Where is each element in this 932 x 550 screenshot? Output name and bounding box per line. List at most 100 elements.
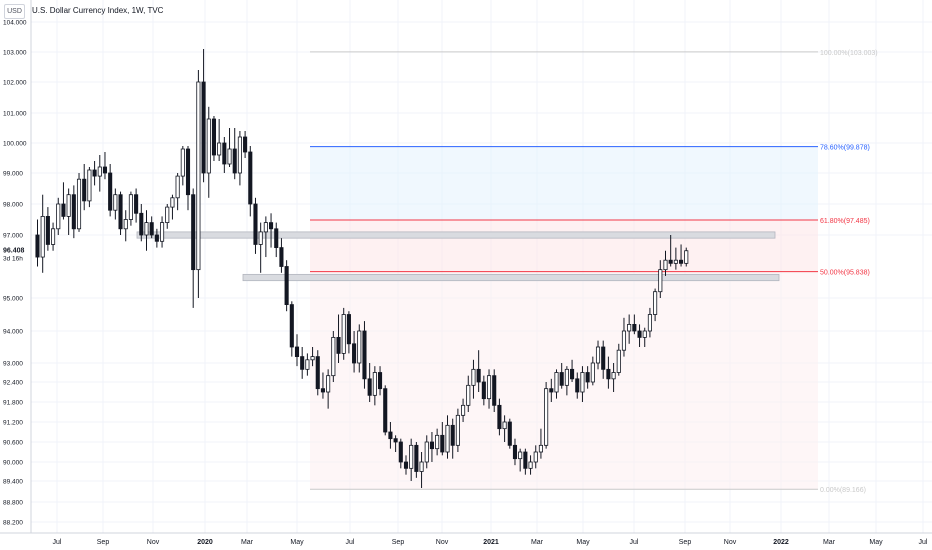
fib-label: 50.00%(95.838) [820,270,870,277]
candle-up [461,404,466,416]
candle-up [627,323,632,332]
candle-up [538,444,543,453]
x-tick-label: Jul [53,539,62,546]
candle-down [92,169,97,177]
y-tick-label: 89.400 [3,479,23,486]
candle-up [341,314,346,354]
x-tick-label: Nov [436,539,449,546]
y-tick-label: 94.000 [3,329,23,336]
candle-up [564,368,569,386]
candle-down [300,356,305,370]
fib-label: 78.60%(99.878) [820,145,870,152]
candle-down [294,346,300,357]
candle-down [289,304,294,348]
candle-up [424,441,429,463]
candle-down [549,388,554,393]
x-tick-label: Nov [724,539,737,546]
candle-up [56,203,61,230]
x-tick-label: Mar [531,539,544,546]
candle-up [419,461,424,472]
candle-down [414,444,419,472]
candle-up [263,222,268,233]
y-tick-label: 91.800 [3,400,23,407]
candle-up [673,259,678,264]
candle-up [611,372,616,380]
candle-down [191,194,196,271]
x-tick-label: Nov [147,539,160,546]
y-tick-label: 88.200 [3,520,23,527]
x-tick-label: May [576,539,590,546]
y-tick-label: 93.000 [3,361,23,368]
y-tick-label: 98.000 [3,202,23,209]
x-tick-label: Sep [392,539,405,546]
candle-down [45,215,50,245]
candle-up [554,372,559,393]
candle-down [388,431,393,440]
x-tick-label: May [290,539,304,546]
candle-down [149,222,154,236]
support-zone [242,273,780,282]
candle-up [486,375,492,400]
candle-up [144,222,149,236]
candle-up [647,314,652,332]
candle-up [227,148,232,165]
y-tick-label: 99.000 [3,171,23,178]
candle-down [346,314,351,345]
x-tick-label: Sep [679,539,692,546]
candle-up [113,194,118,211]
candle-up [217,142,222,156]
candle-down [71,194,76,230]
candle-down [570,368,575,380]
y-tick-label: 101.000 [3,111,27,118]
currency-label[interactable]: USD [4,4,25,19]
candle-down [284,266,289,305]
resistance-zone [136,231,776,239]
bar-countdown-label: 3d 16h [3,256,23,263]
candle-up [170,197,175,208]
candle-down [429,441,434,450]
fib-area-618-500 [310,219,818,272]
candle-down [601,346,606,370]
candle-up [128,194,133,220]
x-tick-label: 2020 [197,539,213,546]
x-tick-label: Sep [97,539,110,546]
candle-up [466,384,471,406]
x-tick-label: May [869,539,883,546]
candle-up [331,336,336,377]
x-tick-label: 2022 [773,539,789,546]
candle-down [523,451,528,469]
x-tick-label: Jul [919,539,928,546]
x-tick-label: Jul [630,539,639,546]
candle-up [455,414,460,446]
candle-up [160,222,165,242]
candle-down [134,194,139,214]
candle-down [248,151,253,205]
candle-down [35,234,40,258]
candle-up [435,434,440,450]
candle-up [590,362,595,383]
x-tick-label: Mar [823,539,836,546]
price-axis [0,0,31,533]
candle-up [237,136,242,174]
candle-up [533,451,538,463]
candle-up [518,451,523,460]
y-tick-label: 92.400 [3,380,23,387]
candle-down [185,148,191,196]
y-tick-label: 97.000 [3,233,23,240]
candle-up [310,356,315,361]
candle-down [274,228,279,249]
x-tick-label: 2021 [483,539,499,546]
chart-title: U.S. Dollar Currency Index, 1W, TVC [32,6,164,15]
candle-up [87,169,92,202]
candle-up [684,250,689,264]
candle-down [222,142,227,165]
candle-up [51,228,56,245]
candle-down [320,388,325,393]
candle-up [196,81,201,271]
candle-up [595,346,601,364]
candle-up [409,444,414,469]
candle-down [507,421,512,446]
candle-up [653,291,658,315]
